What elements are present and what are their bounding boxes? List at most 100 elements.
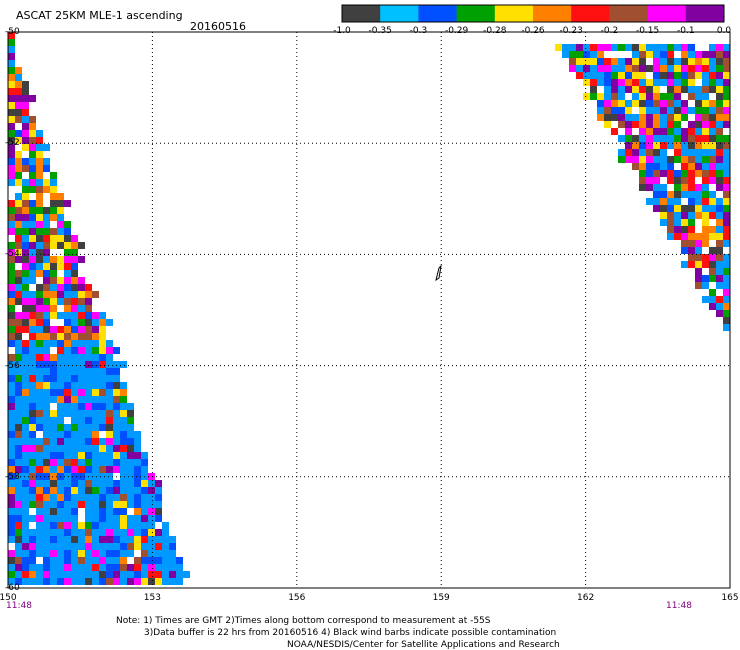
- data-cell: [106, 340, 113, 347]
- data-cell: [639, 79, 646, 86]
- data-cell: [134, 459, 141, 466]
- data-cell: [639, 44, 646, 51]
- data-cell: [22, 165, 29, 172]
- data-cell: [688, 142, 695, 149]
- data-cell: [127, 438, 134, 445]
- data-cell: [57, 571, 64, 578]
- data-cell: [681, 240, 688, 247]
- data-cell: [576, 44, 583, 51]
- data-cell: [120, 403, 127, 410]
- data-cell: [85, 347, 92, 354]
- data-cell: [148, 515, 155, 522]
- data-cell: [120, 480, 127, 487]
- data-cell: [36, 403, 43, 410]
- data-cell: [723, 275, 730, 282]
- data-cell: [183, 571, 190, 578]
- data-cell: [618, 51, 625, 58]
- data-cell: [127, 452, 134, 459]
- data-cell: [611, 121, 618, 128]
- data-cell: [85, 459, 92, 466]
- data-cell: [695, 100, 702, 107]
- data-cell: [15, 158, 22, 165]
- data-cell: [50, 354, 57, 361]
- data-cell: [113, 445, 120, 452]
- data-cell: [99, 333, 106, 340]
- data-cell: [64, 305, 71, 312]
- data-cell: [674, 170, 681, 177]
- data-cell: [29, 340, 36, 347]
- data-cell: [36, 424, 43, 431]
- data-cell: [36, 172, 43, 179]
- data-cell: [71, 438, 78, 445]
- data-cell: [43, 256, 50, 263]
- data-cell: [22, 263, 29, 270]
- data-cell: [8, 403, 15, 410]
- data-cell: [71, 410, 78, 417]
- data-cell: [22, 522, 29, 529]
- data-cell: [92, 347, 99, 354]
- data-cell: [36, 319, 43, 326]
- data-cell: [57, 347, 64, 354]
- data-cell: [155, 550, 162, 557]
- data-cell: [99, 417, 106, 424]
- data-cell: [85, 466, 92, 473]
- data-cell: [723, 177, 730, 184]
- data-cell: [106, 375, 113, 382]
- data-cell: [64, 368, 71, 375]
- data-cell: [716, 79, 723, 86]
- data-cell: [8, 298, 15, 305]
- data-cell: [127, 424, 134, 431]
- data-cell: [148, 473, 155, 480]
- data-cell: [22, 550, 29, 557]
- colorbar-segment: [456, 5, 496, 22]
- data-cell: [57, 235, 64, 242]
- data-cell: [50, 319, 57, 326]
- data-cell: [576, 72, 583, 79]
- data-cell: [141, 501, 148, 508]
- data-cell: [85, 557, 92, 564]
- data-cell: [8, 368, 15, 375]
- data-cell: [29, 396, 36, 403]
- data-cell: [29, 95, 36, 102]
- data-cell: [50, 424, 57, 431]
- data-cell: [639, 170, 646, 177]
- data-cell: [660, 51, 667, 58]
- data-cell: [22, 326, 29, 333]
- data-cell: [695, 86, 702, 93]
- data-cell: [99, 508, 106, 515]
- data-cell: [22, 242, 29, 249]
- data-cell: [709, 233, 716, 240]
- data-cell: [92, 473, 99, 480]
- data-cell: [71, 424, 78, 431]
- data-cell: [562, 51, 569, 58]
- data-cell: [155, 508, 162, 515]
- data-cell: [716, 254, 723, 261]
- data-cell: [57, 277, 64, 284]
- data-cell: [29, 515, 36, 522]
- data-cell: [632, 44, 639, 51]
- data-cell: [632, 114, 639, 121]
- data-cell: [85, 417, 92, 424]
- data-cell: [85, 571, 92, 578]
- data-cell: [85, 319, 92, 326]
- data-cell: [709, 247, 716, 254]
- data-cell: [723, 310, 730, 317]
- colorbar-tick-label: -0.29: [444, 26, 469, 36]
- data-cell: [618, 44, 625, 51]
- data-cell: [29, 424, 36, 431]
- data-cell: [611, 72, 618, 79]
- data-cell: [8, 375, 15, 382]
- data-cell: [22, 480, 29, 487]
- data-cell: [667, 149, 674, 156]
- data-cell: [646, 51, 653, 58]
- data-cell: [681, 170, 688, 177]
- data-cell: [64, 494, 71, 501]
- data-cell: [50, 452, 57, 459]
- data-cell: [22, 417, 29, 424]
- data-cell: [667, 107, 674, 114]
- data-cell: [15, 165, 22, 172]
- data-cell: [71, 564, 78, 571]
- data-cell: [8, 186, 15, 193]
- data-cell: [43, 508, 50, 515]
- latitude-tick-label: -58: [5, 471, 20, 482]
